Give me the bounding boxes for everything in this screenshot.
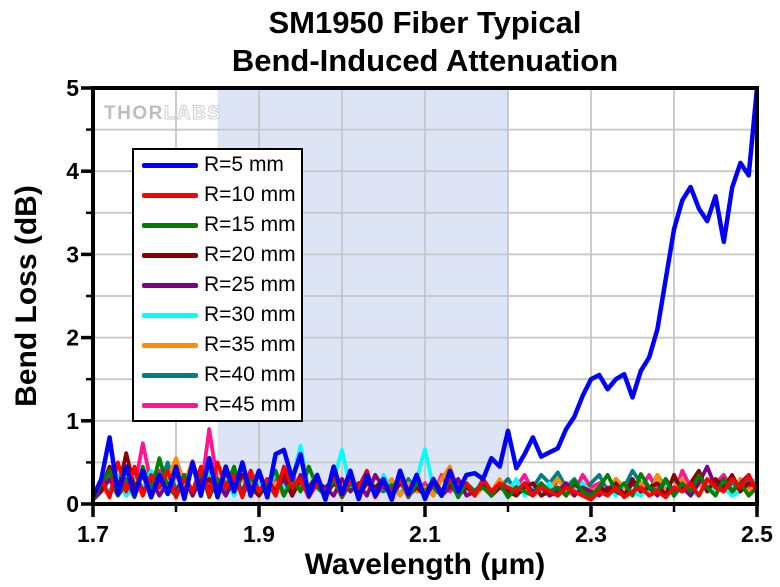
legend-label: R=40 mm [204,363,296,386]
y-tick-label-2: 2 [66,325,79,351]
legend-item-r-5-mm: R=5 mm [134,150,301,180]
legend-label: R=45 mm [204,393,296,416]
legend-item-r-15-mm: R=15 mm [134,210,301,240]
y-tick-label-3: 3 [66,241,79,267]
legend-label: R=20 mm [204,243,296,266]
legend-swatch [142,162,198,168]
thorlabs-watermark: THORLABS [104,103,222,124]
chart-title-line1: SM1950 Fiber Typical [268,5,582,40]
legend-label: R=25 mm [204,273,296,296]
legend-item-r-45-mm: R=45 mm [134,390,301,420]
watermark-labs: LABS [164,103,222,124]
legend-label: R=15 mm [204,213,296,236]
legend-item-r-25-mm: R=25 mm [134,270,301,300]
y-tick-label-0: 0 [66,491,79,517]
x-axis-label: Wavelength (μm) [304,548,546,581]
axis-tick-labels: 1.7 1.9 2.1 2.3 2.5 0 1 2 3 4 5 [66,75,773,547]
x-tick-label-2.3: 2.3 [575,521,607,547]
x-tick-label-2.1: 2.1 [409,521,441,547]
legend-label: R=5 mm [204,153,284,176]
legend-item-r-10-mm: R=10 mm [134,180,301,210]
plot-border [91,86,759,506]
legend-swatch [142,192,198,198]
y-axis-label: Bend Loss (dB) [10,185,43,407]
legend-swatch [142,372,198,378]
legend-swatch [142,252,198,258]
legend-swatch [142,312,198,318]
axis-ticks [81,86,759,517]
legend-item-r-40-mm: R=40 mm [134,360,301,390]
series-line-r-5-mm [93,88,757,503]
legend-item-r-30-mm: R=30 mm [134,300,301,330]
x-tick-label-1.7: 1.7 [77,521,109,547]
legend-label: R=35 mm [204,333,296,356]
legend: R=5 mm R=10 mm R=15 mm R=20 mm R=25 mm R=30 m… [132,148,303,422]
y-tick-label-4: 4 [66,158,79,184]
y-tick-label-1: 1 [66,408,79,434]
legend-swatch [142,282,198,288]
legend-label: R=10 mm [204,183,296,206]
legend-swatch [142,342,198,348]
watermark-thor: THOR [104,103,164,124]
chart-title: SM1950 Fiber Typical Bend-Induced Attenu… [93,4,757,80]
data-series [93,88,757,503]
legend-label: R=30 mm [204,303,296,326]
legend-swatch [142,402,198,408]
legend-item-r-35-mm: R=35 mm [134,330,301,360]
y-tick-label-5: 5 [66,75,79,101]
legend-swatch [142,222,198,228]
plot-frame [91,86,759,506]
x-tick-label-2.5: 2.5 [741,521,773,547]
legend-item-r-20-mm: R=20 mm [134,240,301,270]
chart-title-line2: Bend-Induced Attenuation [231,43,619,78]
x-tick-label-1.9: 1.9 [243,521,275,547]
